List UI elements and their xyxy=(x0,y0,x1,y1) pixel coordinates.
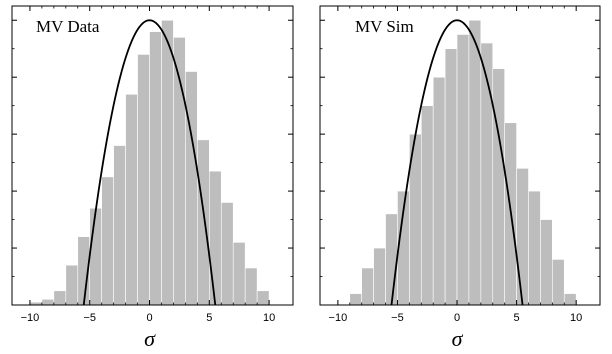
histogram-bar xyxy=(208,170,222,306)
histogram-bar xyxy=(385,213,398,306)
histogram-bar xyxy=(125,93,138,306)
x-tick-label: 10 xyxy=(263,312,275,324)
histogram-bar xyxy=(137,54,150,306)
plot-frame xyxy=(319,5,601,306)
x-tick-label: 0 xyxy=(146,312,152,324)
histogram-bar xyxy=(361,267,374,306)
x-tick-label: 0 xyxy=(454,312,460,324)
histogram-bar xyxy=(456,34,470,306)
histogram-bar xyxy=(232,242,246,306)
x-axis-label: σ xyxy=(144,326,156,351)
histogram-bar xyxy=(563,293,577,306)
histogram-bar xyxy=(89,207,102,306)
histogram-bar xyxy=(53,290,67,306)
histogram-bar xyxy=(516,168,529,306)
x-tick-label: −5 xyxy=(391,312,404,324)
axis-ticks: −10 −5 0 5 10 xyxy=(320,6,600,324)
plot-frame xyxy=(11,5,294,306)
histogram-bar xyxy=(161,19,174,306)
histogram-bar xyxy=(113,145,126,306)
histogram-bar xyxy=(373,247,386,306)
histogram-bar xyxy=(244,267,258,306)
x-tick-label: 10 xyxy=(570,312,582,324)
histogram-bars xyxy=(349,19,577,306)
histogram-bar xyxy=(41,299,55,306)
histogram-bars xyxy=(29,19,270,306)
histogram-bar xyxy=(197,139,210,306)
histogram-bar xyxy=(149,31,162,306)
histogram-bar xyxy=(101,176,114,306)
x-tick-label: −5 xyxy=(83,312,96,324)
histogram-bar xyxy=(432,76,446,306)
histogram-bar xyxy=(65,264,79,306)
histogram-bar xyxy=(468,19,482,306)
x-tick-label: 5 xyxy=(514,312,520,324)
histogram-bar xyxy=(420,105,434,306)
panel-title: MV Data xyxy=(36,17,100,36)
x-axis-label: σ xyxy=(452,326,464,351)
panel-mv-sim: −10 −5 0 5 10 MV Sim σ xyxy=(319,5,601,351)
histogram-bar xyxy=(540,219,553,306)
gaussian-fit-curve xyxy=(390,19,524,306)
histogram-bar xyxy=(444,48,458,306)
histogram-bar xyxy=(256,290,270,306)
gaussian-fit-curve xyxy=(82,19,217,306)
histogram-bar xyxy=(528,190,541,306)
x-tick-label: −10 xyxy=(21,312,40,324)
x-tick-label: 5 xyxy=(206,312,212,324)
histogram-bar xyxy=(492,68,505,306)
histogram-bar xyxy=(552,259,565,306)
x-tick-label: −10 xyxy=(329,312,348,324)
panel-title: MV Sim xyxy=(355,17,414,36)
axis-ticks: −10 −5 0 5 10 xyxy=(12,6,293,324)
histogram-bar xyxy=(185,71,198,306)
histogram-bar xyxy=(349,293,363,306)
histogram-bar xyxy=(220,202,234,306)
panel-mv-data: −10 −5 0 5 10 MV Data σ xyxy=(11,5,294,351)
